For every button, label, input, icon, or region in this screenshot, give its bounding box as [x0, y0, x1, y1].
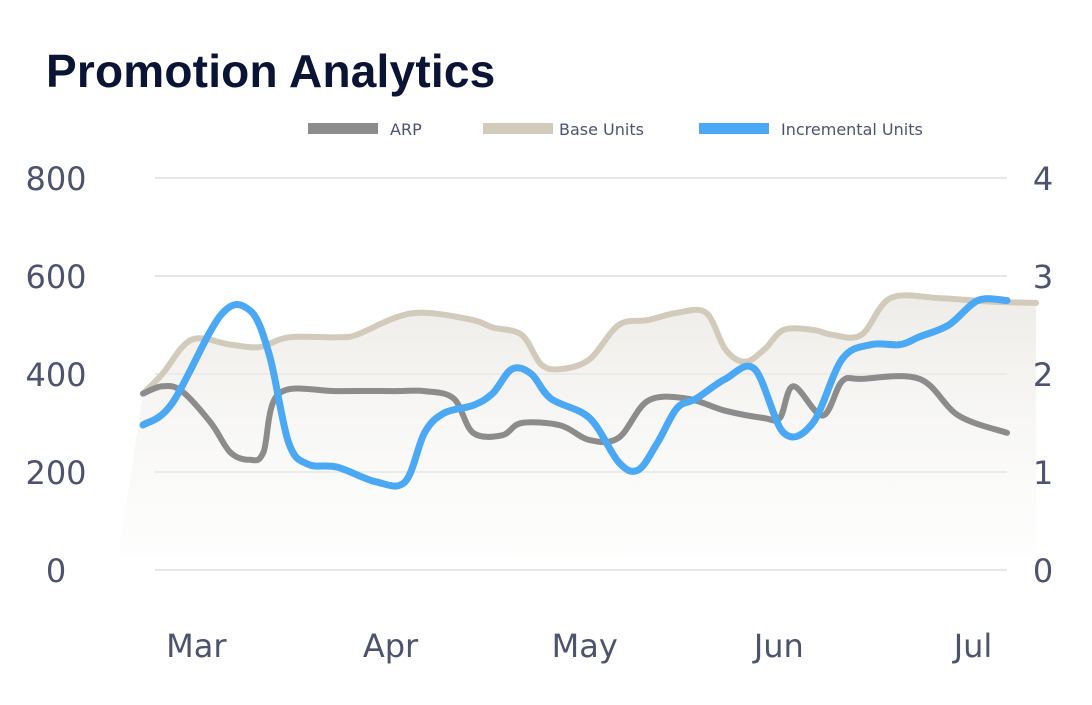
legend-label-incremental-units: Incremental Units [781, 120, 923, 139]
x-tick-label: Apr [363, 627, 419, 665]
x-tick-label: Jul [952, 627, 993, 665]
y-left-tick-label: 400 [25, 356, 86, 394]
legend-swatch-arp [308, 123, 378, 134]
legend: ARP Base Units Incremental Units [308, 120, 923, 139]
series-line-arp [140, 373, 1010, 464]
y-left-tick-label: 600 [25, 258, 86, 296]
x-tick-label: Jun [752, 627, 804, 665]
chart-title: Promotion Analytics [46, 45, 496, 97]
legend-swatch-base-units [483, 123, 553, 134]
legend-label-base-units: Base Units [559, 120, 644, 139]
base-units-area-fill [118, 295, 1037, 558]
y-left-tick-label: 200 [25, 454, 86, 492]
y-left-tick-label: 800 [25, 160, 86, 198]
y-right-tick-label: 4 [1033, 160, 1053, 198]
x-tick-label: May [552, 627, 618, 665]
y-right-tick-label: 1 [1033, 454, 1053, 492]
y-right-tick-label: 2 [1033, 356, 1053, 394]
y-right-tick-label: 3 [1033, 258, 1053, 296]
legend-swatch-incremental-units [699, 123, 769, 134]
left-y-axis: 800 600 400 200 0 [25, 160, 86, 590]
series-line-incremental-units [139, 295, 1011, 490]
y-right-tick-label: 0 [1033, 552, 1053, 590]
y-left-tick-label: 0 [46, 552, 66, 590]
x-axis: Mar Apr May Jun Jul [166, 627, 992, 665]
x-tick-label: Mar [166, 627, 227, 665]
legend-label-arp: ARP [390, 120, 422, 139]
series-line-base-units [140, 292, 1040, 397]
right-y-axis: 4 3 2 1 0 [1033, 160, 1053, 590]
series-lines [139, 292, 1040, 490]
base-units-area [118, 295, 1037, 558]
